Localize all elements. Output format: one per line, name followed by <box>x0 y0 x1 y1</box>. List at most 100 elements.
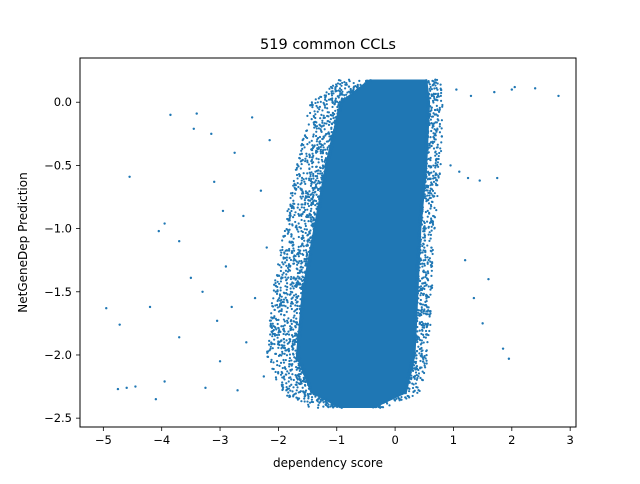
scatter-point <box>317 158 320 161</box>
scatter-point <box>297 222 300 225</box>
scatter-point <box>337 113 340 116</box>
scatter-point <box>281 366 284 370</box>
scatter-point <box>341 90 344 93</box>
scatter-point <box>292 259 295 262</box>
scatter-point <box>425 295 428 298</box>
scatter-point <box>426 256 429 259</box>
scatter-point <box>427 165 430 168</box>
scatter-point <box>346 91 349 94</box>
scatter-point <box>439 99 443 102</box>
scatter-point <box>294 374 297 377</box>
scatter-point <box>300 317 304 320</box>
scatter-point <box>287 333 291 336</box>
outlier-point <box>230 305 233 309</box>
scatter-point <box>338 87 342 90</box>
scatter-point <box>282 328 285 331</box>
scatter-point <box>425 189 428 192</box>
scatter-point <box>426 209 429 213</box>
scatter-point <box>305 375 308 378</box>
scatter-point <box>284 367 287 371</box>
scatter-point <box>421 356 424 359</box>
scatter-point <box>285 279 288 282</box>
scatter-point <box>418 210 422 213</box>
scatter-point <box>425 359 428 362</box>
scatter-point <box>303 276 306 280</box>
scatter-point <box>313 144 316 147</box>
scatter-point <box>288 365 291 368</box>
scatter-point <box>424 366 427 369</box>
scatter-point <box>285 256 288 259</box>
scatter-point <box>308 156 311 159</box>
scatter-point <box>304 394 307 397</box>
scatter-point <box>413 364 416 367</box>
scatter-point <box>424 329 428 333</box>
scatter-point <box>290 250 294 253</box>
scatter-point <box>327 154 330 157</box>
scatter-point <box>270 302 274 305</box>
scatter-point <box>430 246 433 249</box>
scatter-point <box>417 236 420 239</box>
scatter-point <box>275 333 279 337</box>
scatter-point <box>319 166 322 170</box>
scatter-point <box>429 233 433 236</box>
scatter-point <box>330 94 334 97</box>
scatter-point <box>285 385 288 389</box>
scatter-point <box>307 193 310 196</box>
scatter-point <box>424 148 427 151</box>
scatter-point <box>421 244 424 248</box>
scatter-point <box>419 228 422 231</box>
scatter-point <box>293 182 296 185</box>
scatter-point <box>303 367 306 371</box>
scatter-point <box>413 320 416 324</box>
outlier-point <box>245 341 248 344</box>
scatter-point <box>287 268 290 271</box>
scatter-point <box>402 392 405 395</box>
scatter-point <box>275 360 279 363</box>
scatter-point <box>419 208 422 211</box>
scatter-point <box>305 260 308 263</box>
scatter-point <box>409 364 412 367</box>
scatter-point <box>419 294 422 297</box>
scatter-point <box>304 384 307 387</box>
scatter-point <box>429 285 433 288</box>
scatter-point <box>299 195 302 198</box>
scatter-point <box>433 227 436 230</box>
scatter-point <box>431 248 434 252</box>
scatter-point <box>269 345 272 348</box>
scatter-point <box>277 318 280 321</box>
scatter-point <box>425 162 428 165</box>
scatter-point <box>304 196 307 200</box>
scatter-point <box>425 176 428 179</box>
scatter-point <box>286 299 289 302</box>
scatter-point <box>415 265 418 269</box>
scatter-point <box>423 233 426 236</box>
scatter-point <box>297 351 300 354</box>
scatter-point <box>300 320 303 324</box>
scatter-point <box>358 79 361 82</box>
scatter-point <box>317 396 321 400</box>
scatter-point <box>327 162 330 165</box>
scatter-point <box>429 288 432 291</box>
scatter-point <box>422 335 426 339</box>
scatter-point <box>435 96 439 99</box>
scatter-point <box>304 190 307 193</box>
scatter-point <box>288 340 292 343</box>
scatter-point <box>305 251 308 254</box>
scatter-point <box>302 378 306 381</box>
scatter-point <box>430 229 433 232</box>
scatter-point <box>323 165 326 168</box>
outlier-point <box>128 175 131 178</box>
scatter-point <box>357 87 360 90</box>
scatter-point <box>268 339 271 342</box>
scatter-point <box>428 87 431 91</box>
scatter-point <box>415 365 419 368</box>
scatter-point <box>422 269 425 272</box>
scatter-point <box>423 246 426 249</box>
outlier-point <box>215 319 219 323</box>
scatter-point <box>318 172 322 175</box>
outlier-point <box>233 151 236 154</box>
scatter-point <box>298 336 302 339</box>
scatter-point <box>282 361 286 364</box>
scatter-point <box>326 148 329 151</box>
scatter-point <box>437 165 440 168</box>
